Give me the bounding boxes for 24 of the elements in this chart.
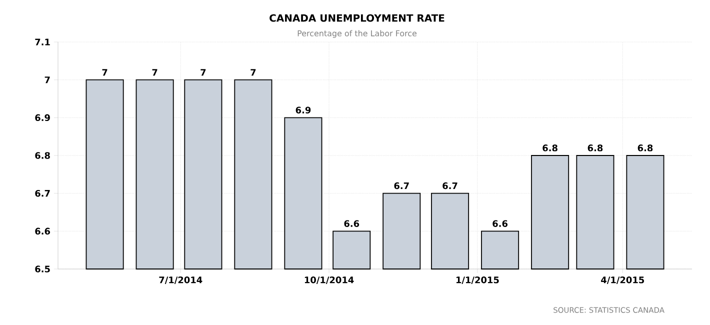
y-tick-label: 6.8 bbox=[35, 152, 50, 159]
data-label: 7 bbox=[152, 69, 158, 76]
x-tick-label: 10/1/2014 bbox=[304, 276, 354, 284]
y-tick-label: 6.9 bbox=[35, 114, 50, 122]
data-label: 6.7 bbox=[442, 182, 458, 190]
data-label: 6.6 bbox=[344, 220, 360, 227]
data-label: 7 bbox=[200, 69, 206, 76]
data-label: 6.9 bbox=[296, 106, 311, 114]
data-label: 7 bbox=[250, 69, 256, 76]
data-label: 7 bbox=[102, 69, 108, 76]
y-tick-label: 6.6 bbox=[35, 228, 50, 235]
data-label: 6.8 bbox=[588, 144, 603, 152]
y-tick-label: 6.5 bbox=[35, 266, 50, 272]
chart-title: CANADA UNEMPLOYMENT RATE bbox=[270, 14, 444, 22]
data-label: 6.7 bbox=[394, 182, 409, 190]
y-tick-label: 7.1 bbox=[35, 38, 50, 46]
x-tick-label: 7/1/2014 bbox=[159, 276, 202, 284]
data-label: 6.6 bbox=[492, 220, 508, 227]
data-label: 6.8 bbox=[542, 144, 558, 152]
y-tick-label: 6.7 bbox=[35, 190, 50, 197]
x-tick-label: 4/1/2015 bbox=[601, 276, 644, 284]
y-tick-label: 7 bbox=[44, 76, 50, 84]
x-tick-label: 1/1/2015 bbox=[456, 276, 499, 284]
data-label: 6.8 bbox=[638, 144, 653, 152]
